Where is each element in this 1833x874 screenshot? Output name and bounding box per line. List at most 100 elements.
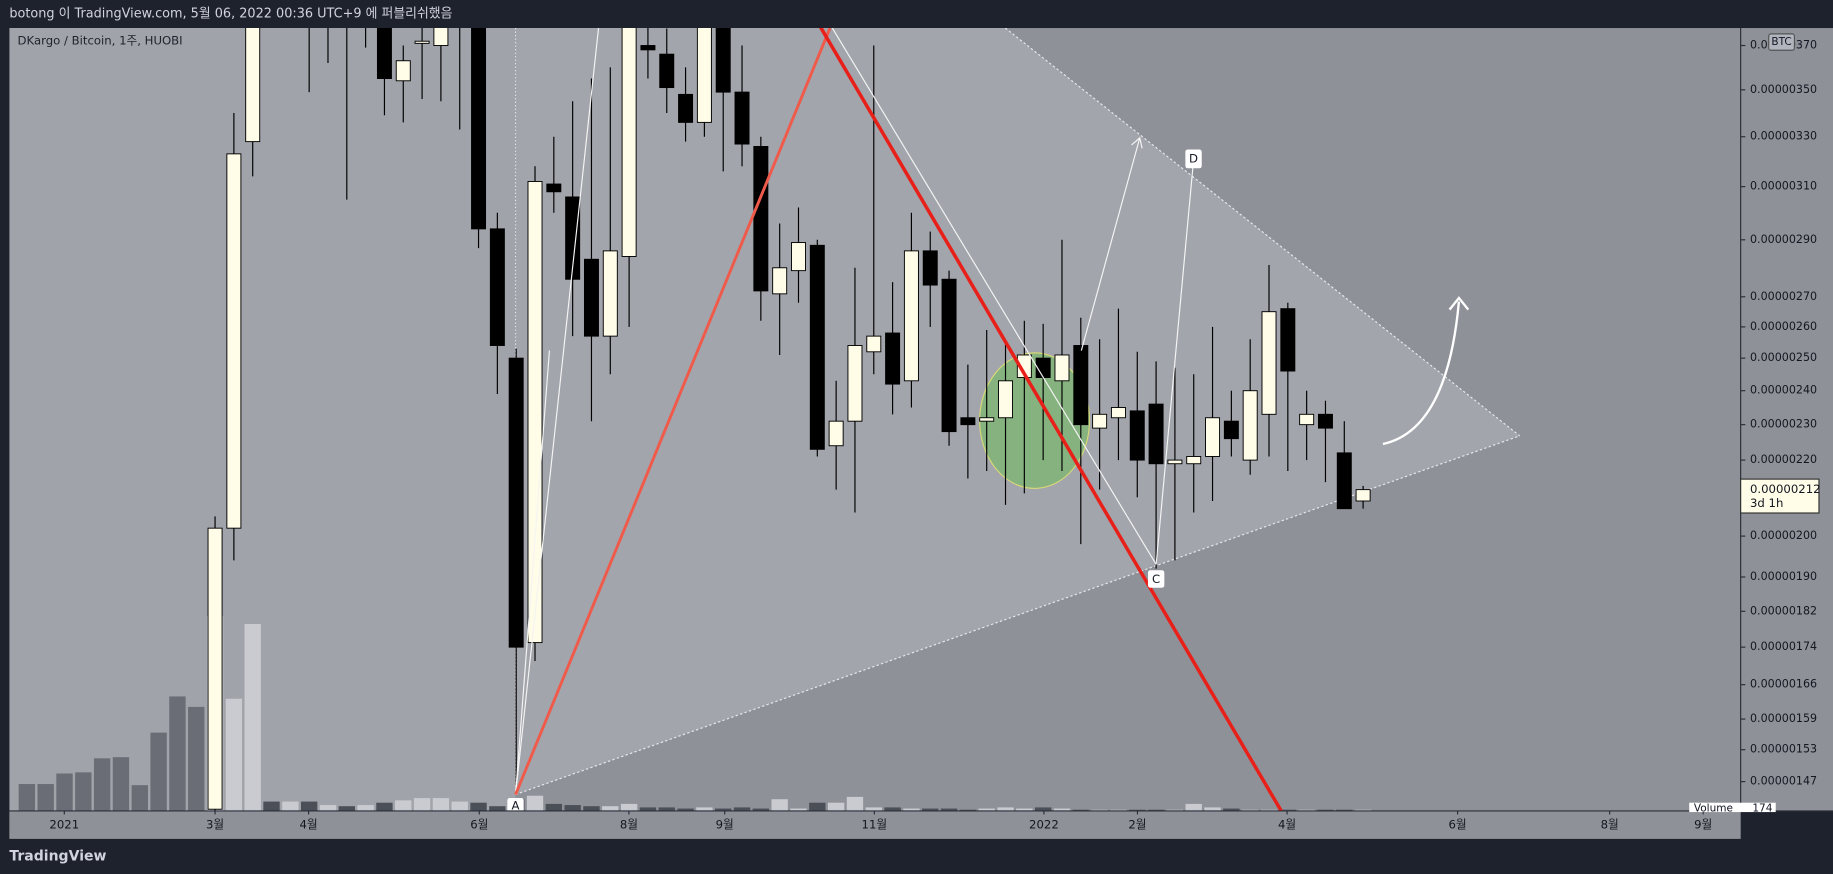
projection-arrow — [1080, 137, 1141, 351]
y-axis: 0.000003700.000003500.000003300.00000310… — [1740, 39, 1821, 788]
arrow-head — [1131, 136, 1143, 149]
candle-body — [903, 250, 919, 382]
candle-body — [1073, 345, 1089, 426]
y-tick-label: 0.00000310 — [1750, 180, 1817, 193]
volume-bar — [658, 807, 675, 811]
volume-bar — [583, 806, 600, 811]
x-tick-label: 11월 — [862, 817, 888, 831]
volume-bar — [395, 800, 412, 811]
candle-body — [941, 278, 957, 433]
x-tick-label: 4월 — [1278, 817, 1296, 831]
candle-body — [226, 153, 242, 529]
volume-bar — [827, 802, 845, 811]
candle-body — [847, 345, 863, 422]
candle-body — [1167, 459, 1183, 465]
volume-bar — [696, 807, 713, 811]
red-line — [819, 28, 1283, 811]
volume-bar — [376, 802, 393, 811]
label-badge — [507, 798, 524, 811]
candle-body — [1299, 413, 1315, 426]
candle-body — [433, 28, 449, 46]
candle-body — [772, 267, 788, 295]
volume-bar — [771, 799, 788, 811]
candle-body — [885, 332, 901, 385]
candle-body — [376, 28, 392, 79]
volume-bar — [169, 696, 186, 811]
candle-body — [979, 417, 995, 422]
candle-body — [489, 228, 505, 346]
point-label: A — [512, 799, 520, 813]
footer-brand: TradingView — [9, 848, 106, 864]
currency-badge-box — [1768, 33, 1796, 51]
volume-bar — [37, 784, 54, 811]
y-tick-label: 0.00000220 — [1750, 453, 1817, 466]
volume-bar — [131, 785, 148, 811]
label-badge — [1147, 570, 1165, 588]
curved-arrow — [1382, 301, 1461, 446]
volume-bar — [922, 808, 939, 811]
candle-body — [1317, 413, 1333, 429]
candle-body — [696, 28, 712, 123]
y-tick-label: 0.00000270 — [1750, 290, 1817, 303]
volume-bar — [620, 803, 638, 811]
volume-bar — [846, 796, 864, 811]
candle-body — [866, 335, 882, 353]
triangle-upper-edge — [1004, 28, 1521, 437]
candle-body — [734, 91, 750, 145]
x-tick-label: 9월 — [716, 817, 734, 831]
volume-bar — [809, 802, 826, 811]
volume-bar — [884, 807, 901, 811]
candle-layer — [207, 28, 1371, 811]
candle-body — [1016, 354, 1032, 378]
candle-body — [1336, 452, 1352, 510]
point-label: D — [1189, 151, 1198, 165]
candle-body — [922, 250, 938, 286]
volume-bar — [470, 802, 487, 811]
volume-bar — [451, 801, 468, 811]
y-tick-label: 0.00000240 — [1750, 384, 1817, 397]
last-price-label: 0.00000212 — [1750, 482, 1821, 496]
footer — [0, 838, 1833, 874]
y-tick-label: 0.00000159 — [1750, 712, 1817, 725]
y-tick-label: 0.00000260 — [1750, 320, 1817, 333]
candle-body — [809, 244, 825, 450]
volume-bar — [244, 623, 261, 811]
legend-text: DKargo / Bitcoin, 1주, HUOBI — [18, 33, 183, 47]
volume-bar — [526, 795, 544, 811]
arrow-head — [1448, 296, 1470, 311]
volume-bar — [489, 806, 506, 811]
x-tick-label: 4월 — [300, 817, 318, 831]
candle-body — [245, 28, 261, 143]
x-tick-label: 2021 — [49, 817, 79, 831]
candle-body — [527, 181, 543, 644]
volume-bar — [319, 805, 337, 811]
volume-bar — [1053, 808, 1071, 811]
currency-badge: BTC — [1771, 36, 1791, 48]
volume-bar — [677, 808, 694, 811]
volume-bar — [1204, 807, 1221, 811]
volume-bar — [639, 807, 657, 811]
volume-label: Volume — [1694, 803, 1733, 815]
time-axis — [9, 810, 1741, 839]
x-tick-label: 8월 — [1601, 817, 1619, 831]
volume-last-value: 174 — [1752, 803, 1772, 815]
candle-body — [621, 28, 637, 257]
x-axis: 2021 3월 4월 6월 8월 9월 11월 2022 2월 4월 6월 8월 9월 — [49, 810, 1712, 831]
candle-body — [583, 258, 599, 337]
x-tick-label: 2월 — [1128, 817, 1146, 831]
volume-bar — [733, 807, 751, 811]
volume-bar — [18, 784, 36, 811]
volume-bar — [300, 801, 318, 811]
volume-bar — [188, 706, 205, 811]
volume-bar — [75, 772, 92, 811]
candle-body — [715, 28, 731, 93]
candle-body — [471, 28, 487, 230]
y-tick-label: 0.00000290 — [1750, 233, 1817, 246]
trend-line — [514, 350, 551, 795]
volume-bar — [225, 698, 243, 811]
y-tick-label: 0.00000350 — [1750, 83, 1817, 96]
candle-body — [207, 527, 223, 810]
candle-body — [828, 420, 844, 447]
shaded-zone — [9, 28, 516, 811]
